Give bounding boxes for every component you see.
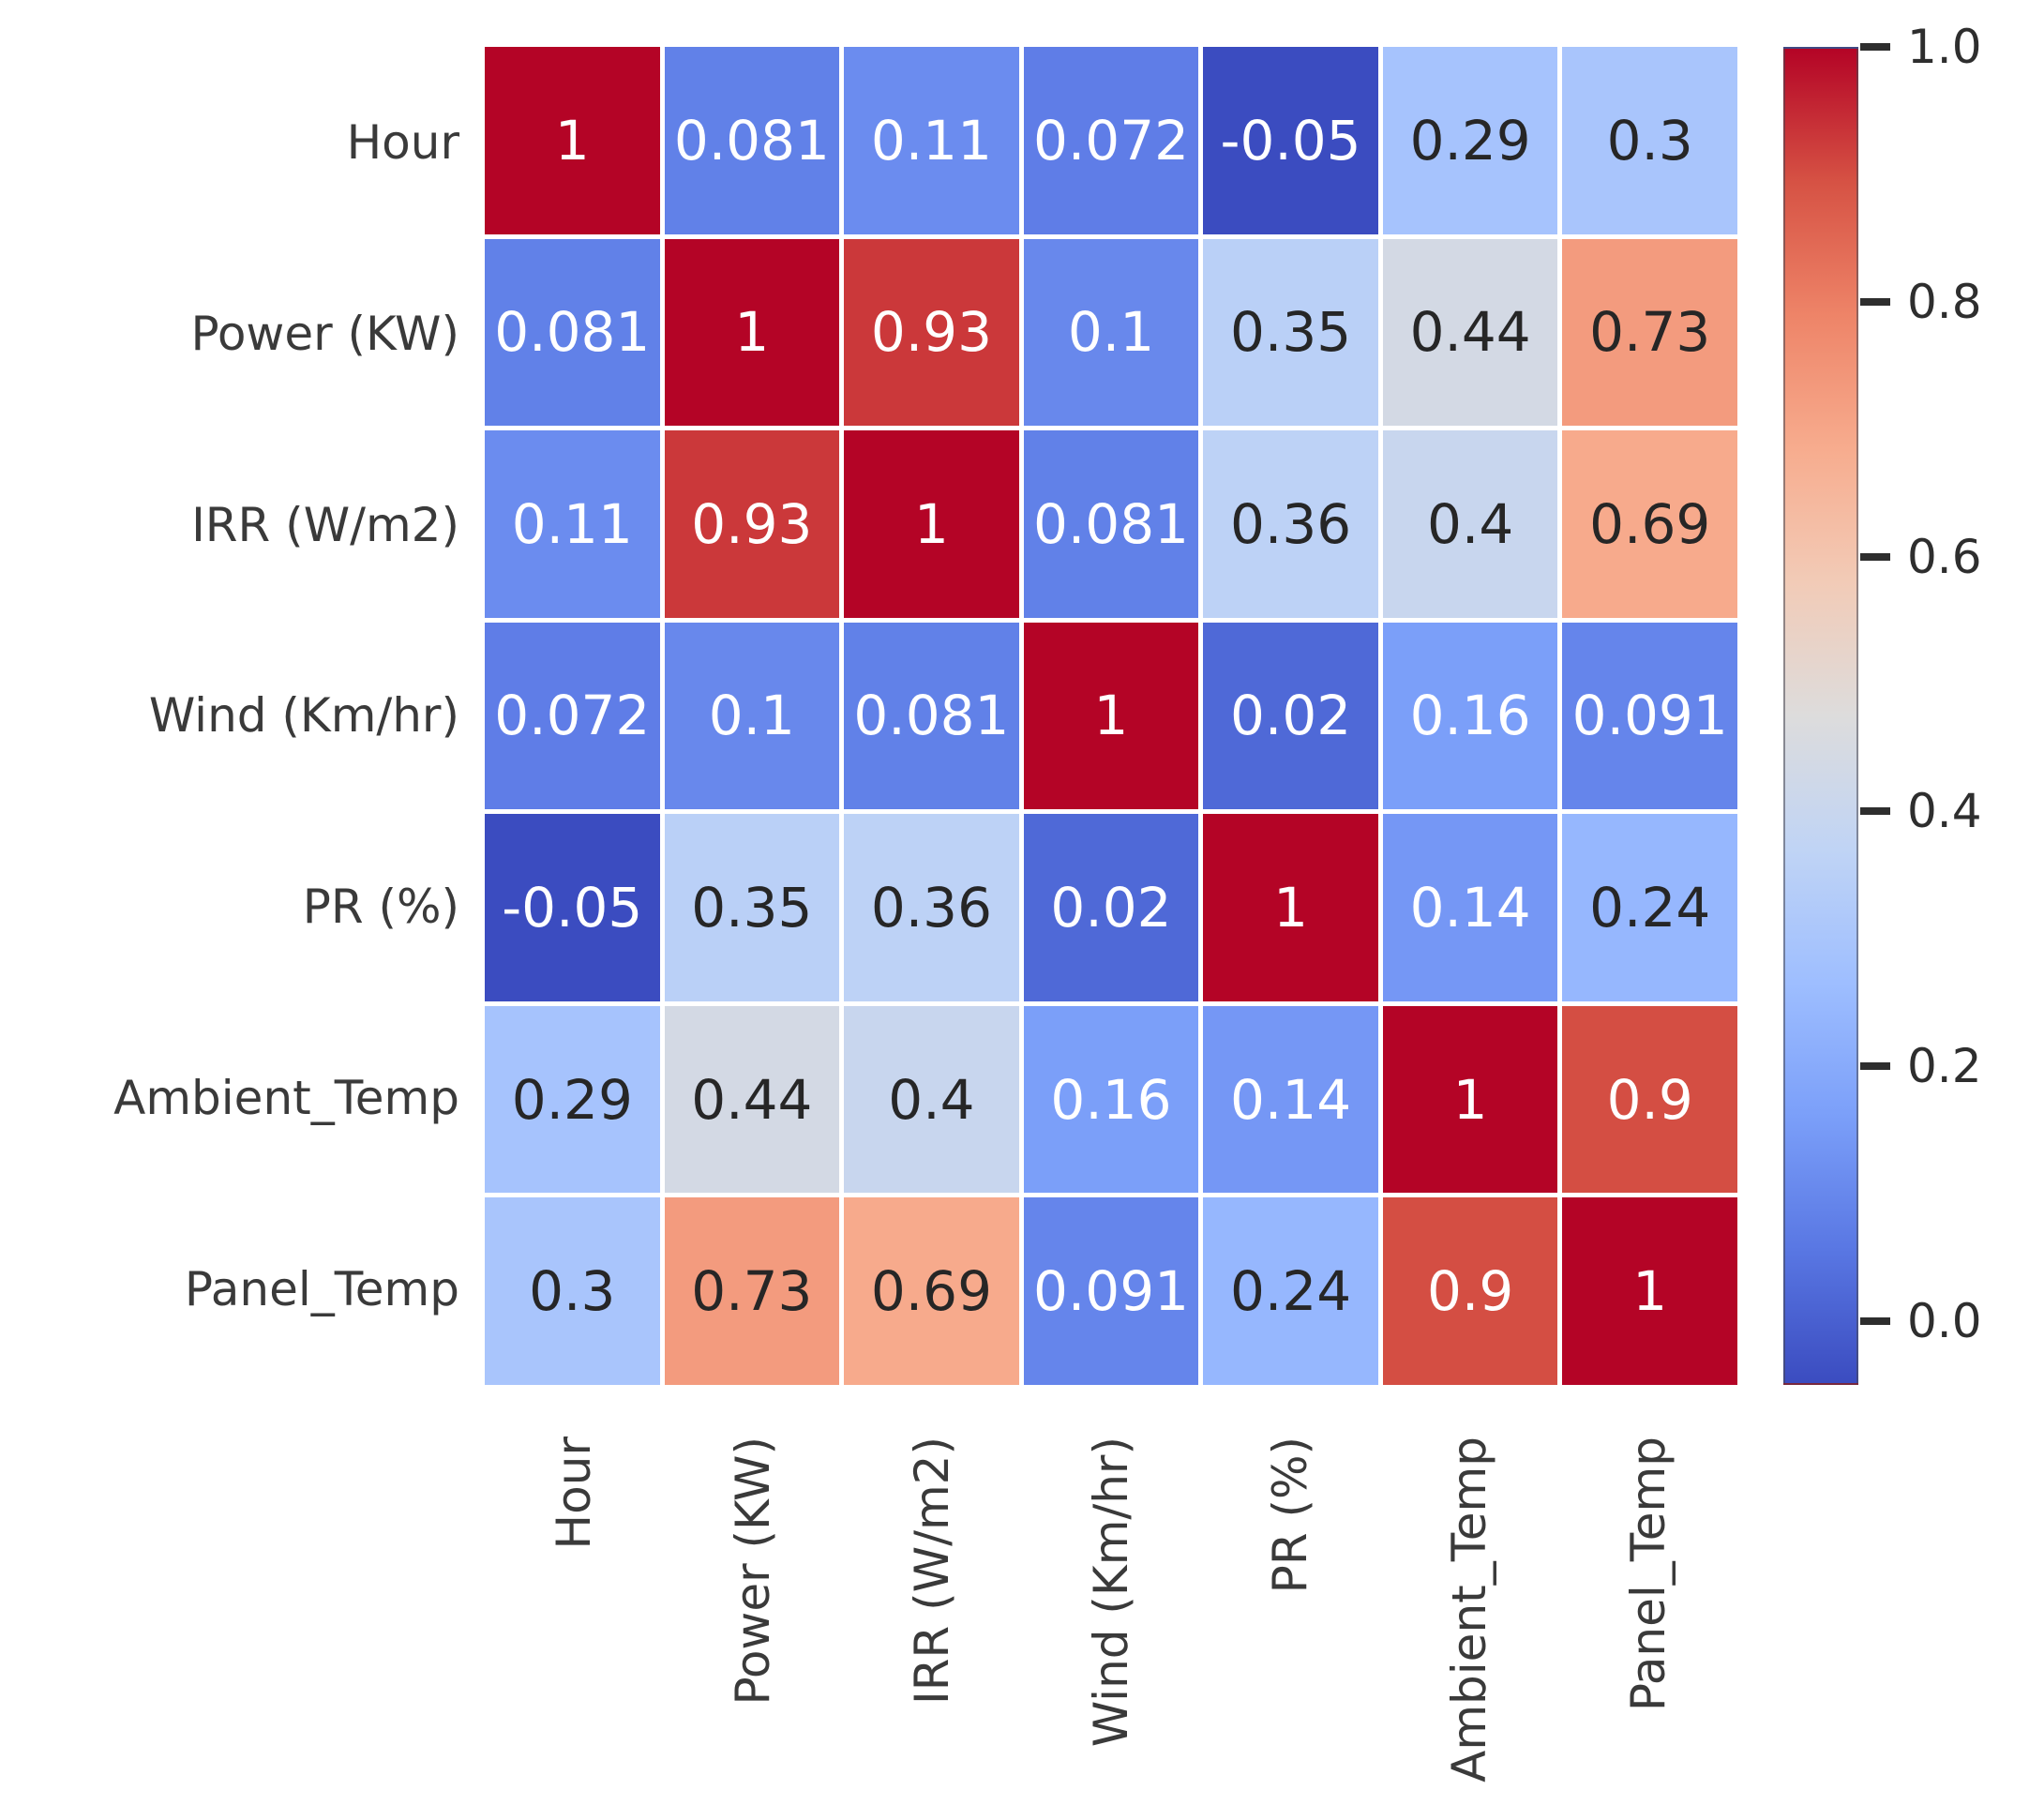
heatmap-cell: 0.14 <box>1382 814 1558 1001</box>
heatmap-cell: 0.1 <box>1023 238 1199 427</box>
colorbar-tick-mark <box>1860 1062 1890 1071</box>
heatmap-cell: 0.1 <box>664 622 840 810</box>
heatmap-cell: 0.081 <box>1023 430 1199 618</box>
heatmap-cell: 0.44 <box>1382 238 1558 427</box>
heatmap-cell: 0.11 <box>844 47 1019 234</box>
y-axis-label: Ambient_Temp <box>113 1071 459 1126</box>
x-axis-label: Wind (Km/hr) <box>1084 1436 1138 1748</box>
heatmap-cell: 0.091 <box>1023 1197 1199 1385</box>
heatmap-cell: 0.02 <box>1023 814 1199 1001</box>
heatmap-cell: 1 <box>1382 1005 1558 1194</box>
heatmap-cell: 0.3 <box>1562 47 1737 234</box>
colorbar-tick-mark <box>1860 1317 1890 1326</box>
heatmap-cell: 0.36 <box>1203 430 1378 618</box>
y-axis-label: Hour <box>346 114 459 170</box>
heatmap-cell: 0.69 <box>844 1197 1019 1385</box>
x-axis-label: IRR (W/m2) <box>905 1436 960 1705</box>
heatmap-grid: 1 0.081 0.11 0.072 -0.05 0.29 0.3 0.081 1 0.93 0.1… <box>485 47 1737 1385</box>
heatmap-cell: 1 <box>844 430 1019 618</box>
colorbar-tick-label: 1.0 <box>1907 20 1982 74</box>
y-axis-label: Wind (Km/hr) <box>148 688 459 744</box>
colorbar-tick-mark <box>1860 807 1890 816</box>
heatmap-cell: 1 <box>1023 622 1199 810</box>
heatmap-cell: -0.05 <box>1203 47 1378 234</box>
heatmap-cell: 0.24 <box>1203 1197 1378 1385</box>
heatmap-cell: 1 <box>485 47 660 234</box>
heatmap-cell: 0.29 <box>1382 47 1558 234</box>
heatmap-cell: 0.73 <box>1562 238 1737 427</box>
heatmap-cell: 0.24 <box>1562 814 1737 1001</box>
colorbar-tick-label: 0.6 <box>1907 529 1982 584</box>
heatmap-cell: 1 <box>1562 1197 1737 1385</box>
heatmap-cell: 0.091 <box>1562 622 1737 810</box>
heatmap-cell: 0.44 <box>664 1005 840 1194</box>
y-axis-label: Panel_Temp <box>184 1262 459 1317</box>
heatmap-cell: 0.11 <box>485 430 660 618</box>
y-axis-label: PR (%) <box>302 880 459 935</box>
heatmap-cell: 0.35 <box>664 814 840 1001</box>
heatmap-cell: 0.4 <box>844 1005 1019 1194</box>
colorbar-tick-label: 0.2 <box>1907 1039 1982 1094</box>
heatmap-cell: 0.081 <box>485 238 660 427</box>
x-axis-label: Ambient_Temp <box>1441 1436 1496 1782</box>
colorbar-tick-mark <box>1860 43 1890 51</box>
colorbar-tick-mark <box>1860 297 1890 306</box>
heatmap-cell: 0.081 <box>844 622 1019 810</box>
heatmap-cell: 0.072 <box>485 622 660 810</box>
colorbar: 1.0 0.8 0.6 0.4 0.2 0.0 <box>1783 20 1982 1385</box>
heatmap-cell: 0.4 <box>1382 430 1558 618</box>
heatmap-cell: 0.081 <box>664 47 840 234</box>
heatmap-cell: 0.93 <box>664 430 840 618</box>
colorbar-tick-label: 0.8 <box>1907 274 1982 329</box>
heatmap-cell: 1 <box>664 238 840 427</box>
colorbar-tick-mark <box>1860 552 1890 561</box>
x-axis-label: Panel_Temp <box>1620 1436 1676 1712</box>
x-axis-label: PR (%) <box>1262 1436 1317 1594</box>
y-axis-label: Power (KW) <box>190 306 459 361</box>
heatmap-cell: 0.69 <box>1562 430 1737 618</box>
heatmap-cell: -0.05 <box>485 814 660 1001</box>
colorbar-tick-label: 0.4 <box>1907 784 1982 839</box>
colorbar-gradient <box>1783 47 1858 1385</box>
heatmap-cell: 0.16 <box>1382 622 1558 810</box>
heatmap-cell: 0.36 <box>844 814 1019 1001</box>
heatmap-cell: 0.14 <box>1203 1005 1378 1194</box>
heatmap-cell: 0.35 <box>1203 238 1378 427</box>
x-axis-label: Hour <box>547 1436 602 1550</box>
heatmap-cell: 0.072 <box>1023 47 1199 234</box>
heatmap-cell: 1 <box>1203 814 1378 1001</box>
heatmap-cell: 0.16 <box>1023 1005 1199 1194</box>
heatmap-cell: 0.93 <box>844 238 1019 427</box>
colorbar-tick-label: 0.0 <box>1907 1294 1982 1349</box>
x-axis-label: Power (KW) <box>726 1436 781 1706</box>
heatmap-cell: 0.9 <box>1562 1005 1737 1194</box>
heatmap-cell: 0.29 <box>485 1005 660 1194</box>
heatmap-cell: 0.3 <box>485 1197 660 1385</box>
y-axis-label: IRR (W/m2) <box>191 497 459 552</box>
heatmap-cell: 0.73 <box>664 1197 840 1385</box>
heatmap-cell: 0.9 <box>1382 1197 1558 1385</box>
heatmap-cell: 0.02 <box>1203 622 1378 810</box>
